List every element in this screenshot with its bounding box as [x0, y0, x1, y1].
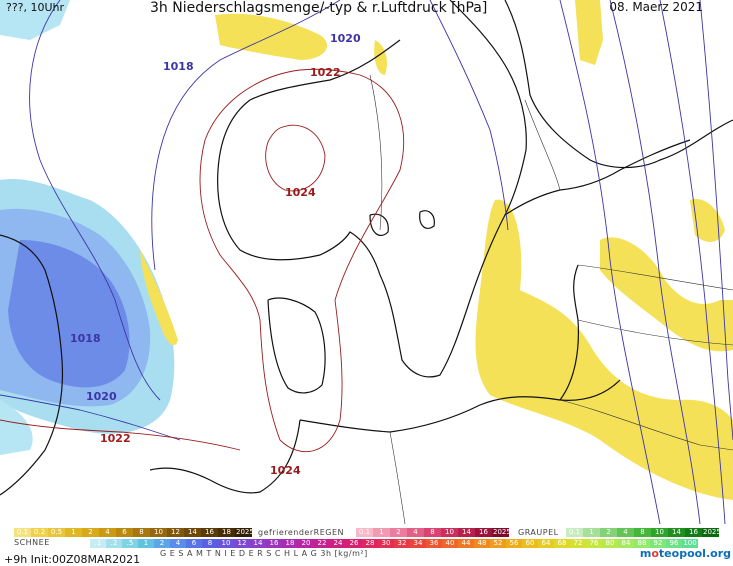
legend-cell-snow: 68	[554, 539, 570, 548]
legend-cell-rain: 14	[184, 528, 201, 537]
legend-cell-rain: 2	[82, 528, 99, 537]
legend-cell-rain: 2025+	[235, 528, 260, 537]
legend-cell-snow: 80	[602, 539, 618, 548]
isobar-label-1024: 1024	[285, 186, 316, 199]
legend-cell-snow: 40	[442, 539, 458, 548]
legend-cell-snow: 60	[522, 539, 538, 548]
legend-cell-snow: 76	[586, 539, 602, 548]
legend-cell-snow: 30	[378, 539, 394, 548]
legend-cell-snow: .2	[106, 539, 122, 548]
legend-cell-freezing: 16	[475, 528, 492, 537]
snow-label: SCHNEE	[14, 538, 50, 547]
rain-precip-area	[140, 0, 733, 500]
snow-scale: .1.2.5 1 2 4 6 8 10 12 14 16 18 20 22 24 26 28 30 32 34 36 4…	[90, 539, 698, 548]
legend-cell-rain: 18	[218, 528, 235, 537]
legend-cell-rain: 12	[167, 528, 184, 537]
legend-cell-snow: 10	[218, 539, 234, 548]
legend-cell-snow: 84	[618, 539, 634, 548]
isobar-label-1018: 1018	[70, 332, 101, 345]
legend-cell-freezing: 0.1	[356, 528, 373, 537]
legend-cell-snow: 28	[362, 539, 378, 548]
legend-cell-snow: 20	[298, 539, 314, 548]
legend-cell-snow: 36	[426, 539, 442, 548]
isobar-label-1022: 1022	[310, 66, 341, 79]
map-title: 3h Niederschlagsmenge/-typ & r.Luftdruck…	[150, 0, 488, 16]
legend-cell-freezing: 14	[458, 528, 475, 537]
legend-cell-rain: 1	[65, 528, 82, 537]
legend-cell-snow: 1	[138, 539, 154, 548]
isobar-lines	[0, 0, 733, 524]
legend-cell-graupel: 2025+	[702, 528, 727, 537]
legend-cell-snow: 64	[538, 539, 554, 548]
legend-cell-snow: 26	[346, 539, 362, 548]
graupel-scale: 0.1 1 2 4 8 10 14 16 2025+	[566, 528, 727, 537]
header-time-label: ???, 10Uhr	[6, 1, 65, 14]
header-date: 08. Maerz 2021	[609, 0, 703, 14]
legend-cell-snow: .5	[122, 539, 138, 548]
total-precip-label: G E S A M T N I E D E R S C H L A G 3h […	[160, 549, 368, 558]
legend-cell-snow: .1	[90, 539, 106, 548]
legend-cell-snow: 92	[650, 539, 666, 548]
legend-cell-rain: 8	[133, 528, 150, 537]
run-info: +9h Init:00Z08MAR2021	[4, 553, 141, 566]
legend-cell-rain: 10	[150, 528, 167, 537]
legend-cell-rain: 0.1	[14, 528, 31, 537]
rain-scale: 0.1 0.2 0.5 1 2 4 6 8 10 12 14 16 18 2025+	[14, 528, 260, 537]
isobar-label-1024: 1024	[270, 464, 301, 477]
legend-cell-freezing: 1	[373, 528, 390, 537]
legend-cell-snow: 52	[490, 539, 506, 548]
legend-cell-snow: 24	[330, 539, 346, 548]
legend-cell-freezing: 8	[424, 528, 441, 537]
legend-cell-graupel: 10	[651, 528, 668, 537]
legend-cell-snow: 34	[410, 539, 426, 548]
precip-legend: 0.1 0.2 0.5 1 2 4 6 8 10 12 14 16 18 2025+ gefrierend…	[0, 524, 733, 566]
isobar-labels: 1018 1020 1022 1024 1018 1020 1022 1024	[70, 32, 361, 477]
legend-cell-snow: 8	[202, 539, 218, 548]
legend-cell-rain: 0.2	[31, 528, 48, 537]
pressure-precip-map: 1018 1020 1022 1024 1018 1020 1022 1024	[0, 0, 733, 524]
country-borders	[369, 74, 733, 524]
legend-cell-snow: 4	[170, 539, 186, 548]
legend-cell-snow: 14	[250, 539, 266, 548]
legend-cell-graupel: 16	[685, 528, 702, 537]
legend-cell-snow: 2	[154, 539, 170, 548]
legend-cell-snow: 16	[266, 539, 282, 548]
legend-cell-graupel: 14	[668, 528, 685, 537]
legend-cell-graupel: 0.1	[566, 528, 583, 537]
graupel-label: GRAUPEL	[518, 528, 559, 537]
legend-cell-freezing: 2	[390, 528, 407, 537]
legend-cell-freezing: 2025+	[492, 528, 517, 537]
legend-cell-freezing: 10	[441, 528, 458, 537]
meteopool-logo[interactable]: moteopool.org	[639, 547, 731, 560]
legend-cell-snow: 88	[634, 539, 650, 548]
legend-cell-snow: 32	[394, 539, 410, 548]
isobar-label-1022: 1022	[100, 432, 131, 445]
freezing-rain-label: gefrierenderREGEN	[258, 528, 344, 537]
legend-cell-snow: 6	[186, 539, 202, 548]
legend-cell-snow: 12	[234, 539, 250, 548]
legend-cell-graupel: 4	[617, 528, 634, 537]
isobar-label-1020: 1020	[330, 32, 361, 45]
legend-cell-snow: 44	[458, 539, 474, 548]
legend-cell-graupel: 8	[634, 528, 651, 537]
freezing-rain-scale: 0.1 1 2 4 8 10 14 16 2025+	[356, 528, 517, 537]
isobar-label-1020: 1020	[86, 390, 117, 403]
legend-cell-freezing: 4	[407, 528, 424, 537]
legend-cell-rain: 4	[99, 528, 116, 537]
legend-cell-snow: 56	[506, 539, 522, 548]
legend-cell-snow: 48	[474, 539, 490, 548]
legend-cell-rain: 6	[116, 528, 133, 537]
legend-cell-snow: 22	[314, 539, 330, 548]
legend-cell-snow: 100	[682, 539, 698, 548]
legend-cell-graupel: 2	[600, 528, 617, 537]
isobar-label-1018: 1018	[163, 60, 194, 73]
legend-cell-rain: 0.5	[48, 528, 65, 537]
legend-cell-snow: 96	[666, 539, 682, 548]
legend-cell-snow: 72	[570, 539, 586, 548]
legend-cell-snow: 18	[282, 539, 298, 548]
legend-cell-rain: 16	[201, 528, 218, 537]
legend-cell-graupel: 1	[583, 528, 600, 537]
